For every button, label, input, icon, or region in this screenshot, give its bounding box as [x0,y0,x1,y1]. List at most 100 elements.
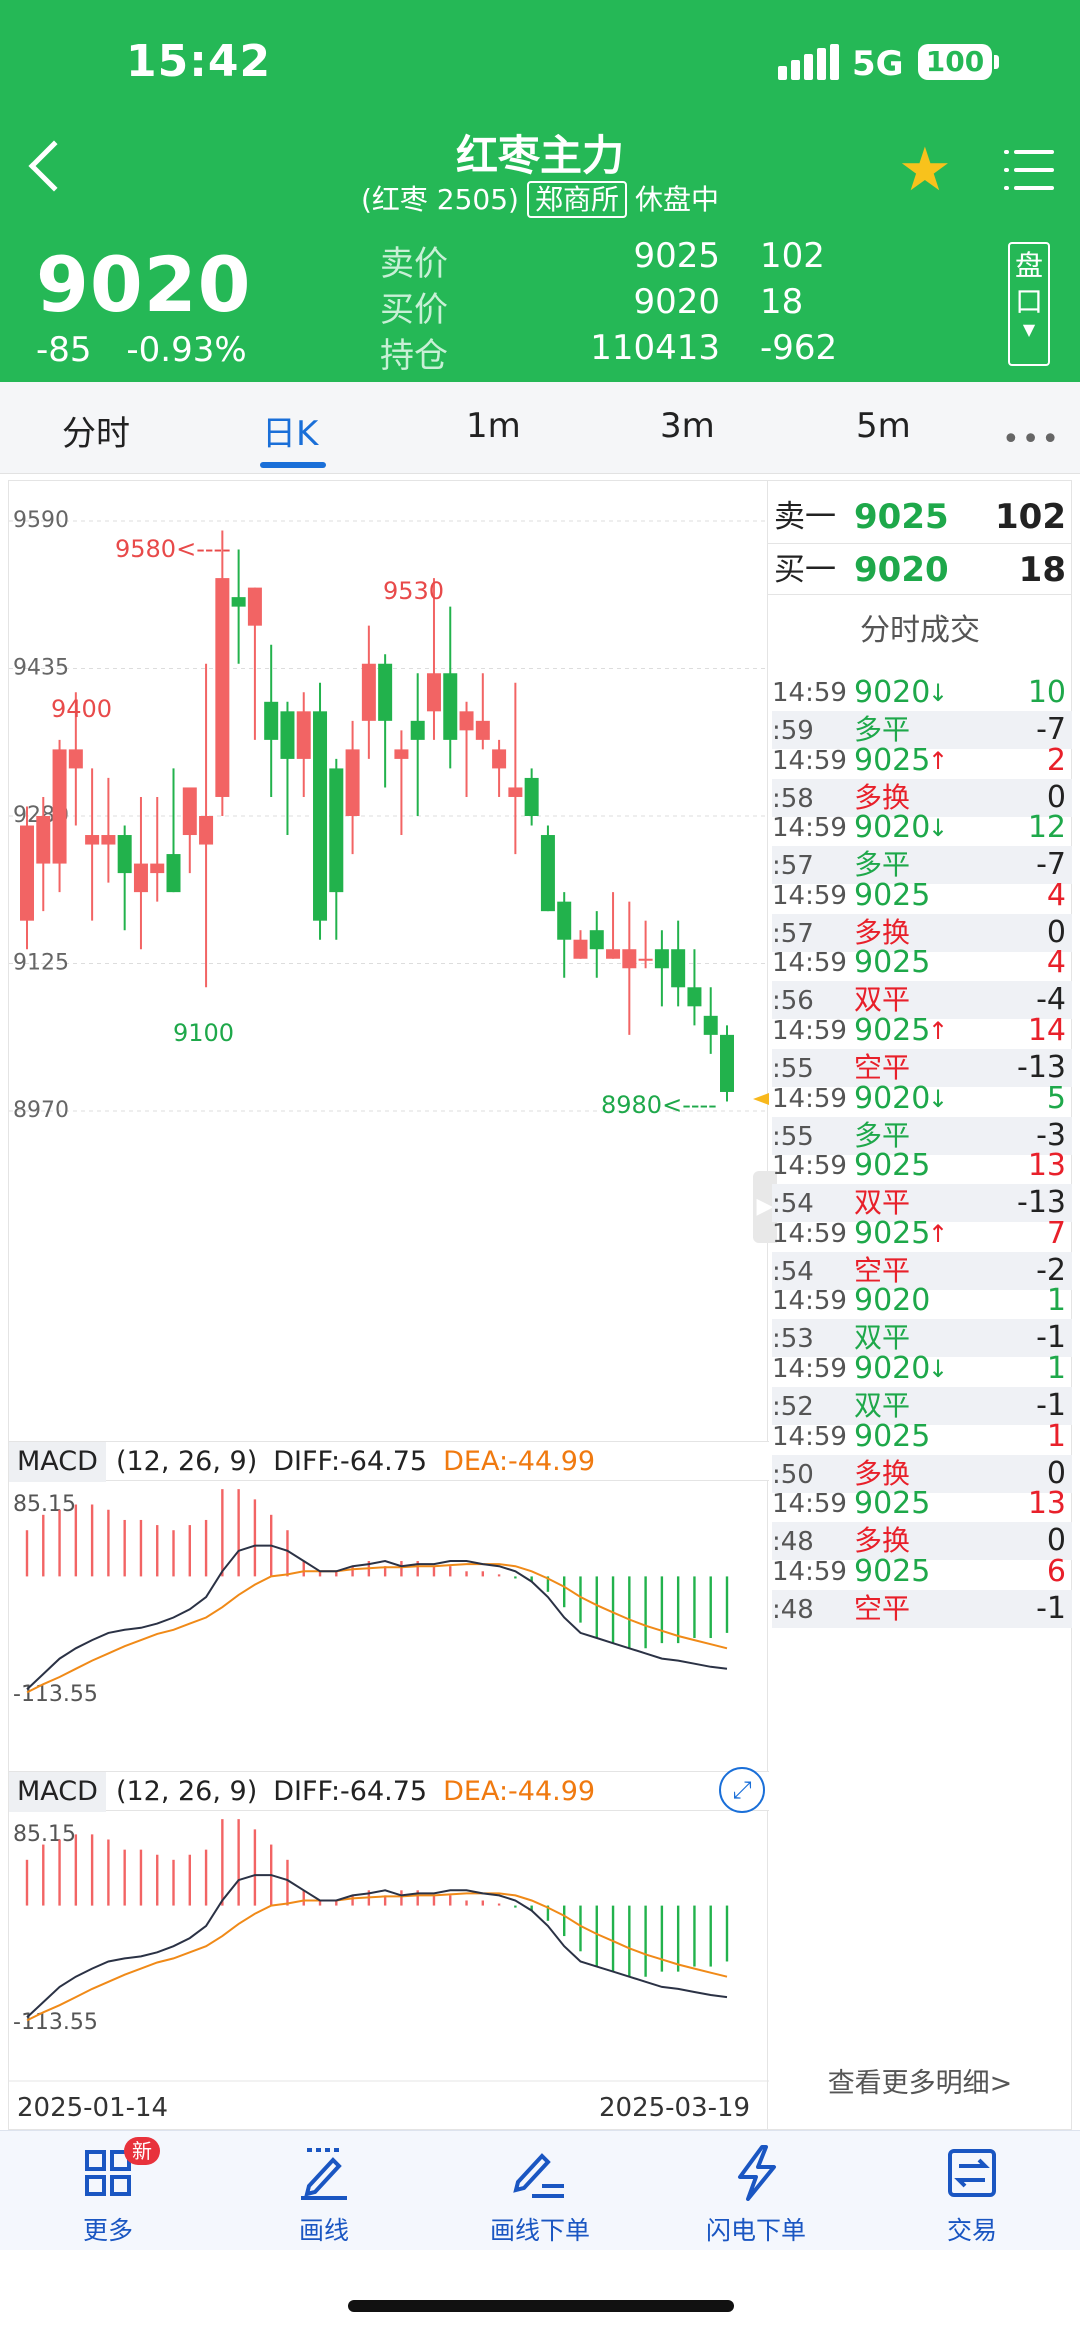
bottom-nav: 新 更多 画线 画线下单 闪电下单 交易 [0,2130,1080,2250]
dea-line [26,1892,728,2022]
trade-row: 14:59:56 9025 4 双平 -4 [768,943,1072,1043]
nav-draw-order[interactable]: 画线下单 [460,2141,620,2247]
candle-body [557,901,572,940]
candle-body [426,673,441,712]
trade-arrow-icon: ↓ [928,1355,949,1383]
macd-dea: DEA:-44.99 [443,1776,596,1807]
candle-body [573,939,588,959]
trade-oi-change: -7 [1036,712,1066,747]
trade-row-bg [772,1454,1072,1493]
tab-daily-k[interactable]: 日K [262,414,319,454]
macd-max-label: 85.15 [13,1492,76,1517]
ask-volume: 102 [760,236,825,276]
high-marker: 9580<---- [115,535,231,563]
nav-label: 更多 [82,2216,133,2245]
home-indicator[interactable] [348,2300,734,2312]
candle-body [199,816,214,845]
candle-body [85,835,100,845]
ask-one-price: 9025 [854,497,949,537]
candle-body [638,958,653,961]
tab-3m[interactable]: 3m [660,406,715,446]
trade-type: 多平 [854,848,911,882]
bid-one-price: 9020 [854,550,949,590]
trade-price: 9025 [854,1148,931,1184]
menu-icon[interactable] [1004,148,1054,192]
candle-body [687,987,702,1007]
change-value: -85 [36,330,92,370]
star-icon[interactable]: ★ [898,135,952,205]
nav-more[interactable]: 新 更多 [28,2137,188,2247]
trade-row: 14:59:48 9025 6 空平 -1 [768,1552,1072,1652]
trade-seconds: :54 [772,1256,814,1287]
candle-body [410,720,425,740]
nav-label: 画线下单 [489,2216,590,2245]
kline-chart[interactable]: 9590 9435 9280 9125 8970 9580<---- 9530 9400 910… [8,480,777,2130]
trade-row-bg [772,1589,1072,1628]
trade-price: 9025 [854,945,931,981]
trade-time: 14:59 [772,1151,847,1182]
page-title: 红枣主力 [455,131,624,180]
tab-fenshi[interactable]: 分时 [62,414,130,454]
trade-oi-change: 0 [1046,914,1066,950]
oi-value: 110413 [590,328,720,368]
tab-1m[interactable]: 1m [466,406,521,446]
trade-price: 9020 [854,675,931,710]
panel-handle-icon[interactable]: ▶ [753,1171,777,1243]
trade-price: 9025 [854,877,931,913]
nav-trade[interactable]: 交易 [892,2141,1052,2247]
trade-oi-change: -7 [1036,847,1066,883]
trade-volume: 1 [1046,1351,1066,1386]
trade-type: 多换 [854,915,911,949]
candle-body [329,768,344,893]
trade-row: 14:59:54 9025 13 双平 -13 [768,1146,1072,1246]
macd-name[interactable]: MACD [9,1772,106,1812]
candle-body [606,949,621,959]
trade-oi-change: 0 [1046,1455,1066,1491]
left-high-marker: 9400 [51,695,112,723]
orderbook-ask: 卖一 9025 102 [768,491,1072,543]
trade-price: 9025 [854,1013,931,1048]
candle-body [508,787,523,797]
trade-row-bg [772,1522,1072,1561]
trade-row: 14:59:57 9025 4 多换 0 [768,876,1072,976]
macd-name[interactable]: MACD [9,1442,106,1482]
market-state: 休盘中 [635,183,720,216]
trade-row: 14:59:55 9025 ↑ 14 空平 -13 [768,1011,1072,1111]
trade-row: 14:59:50 9025 1 多换 0 [768,1417,1072,1517]
trade-volume: 10 [1027,675,1066,710]
pankou-button[interactable]: 盘 口 ▼ [1008,242,1050,366]
trade-price: 9025 [854,1486,931,1522]
trade-type: 双平 [854,1389,911,1422]
trade-time: 14:59 [772,745,847,776]
trades-title: 分时成交 [860,613,980,648]
price-change: -85 -0.93% [36,330,271,370]
trade-row-bg [772,913,1072,952]
candle-body [117,835,132,874]
candle-body [622,949,637,969]
trade-volume: 1 [1046,1418,1066,1454]
trade-time: 14:59 [772,1354,847,1384]
y-tick-label: 9435 [13,656,69,681]
date-start: 2025-01-14 [17,2093,169,2123]
low-right-marker: 8980<---- [601,1091,717,1119]
trade-row: 14:59:58 9025 ↑ 2 多换 0 [768,741,1072,841]
status-time: 15:42 [126,36,272,87]
trade-seconds: :55 [772,1121,814,1152]
more-details-link[interactable]: 查看更多明细> [827,2068,1013,2099]
macd-header-1: MACD (12, 26, 9) DIFF:-64.75 DEA:-44.99 [9,1441,769,1482]
more-tabs-icon[interactable]: ••• [1002,422,1062,457]
nav-flash-order[interactable]: 闪电下单 [676,2141,836,2247]
trade-seconds: :56 [772,986,814,1017]
trade-volume: 7 [1046,1215,1066,1251]
trade-type: 双平 [854,1321,911,1355]
trade-volume: 12 [1027,810,1066,846]
candle-body [459,711,474,731]
trade-row-bg [772,1387,1072,1425]
nav-draw-line[interactable]: 画线 [244,2141,404,2247]
macd-diff: DIFF:-64.75 [273,1446,428,1477]
trade-row-bg [772,1116,1072,1155]
expand-icon[interactable]: ⤢ [719,1767,765,1813]
tab-5m[interactable]: 5m [856,406,911,446]
ask-price: 9025 [633,236,720,276]
oi-change: -962 [760,328,838,368]
